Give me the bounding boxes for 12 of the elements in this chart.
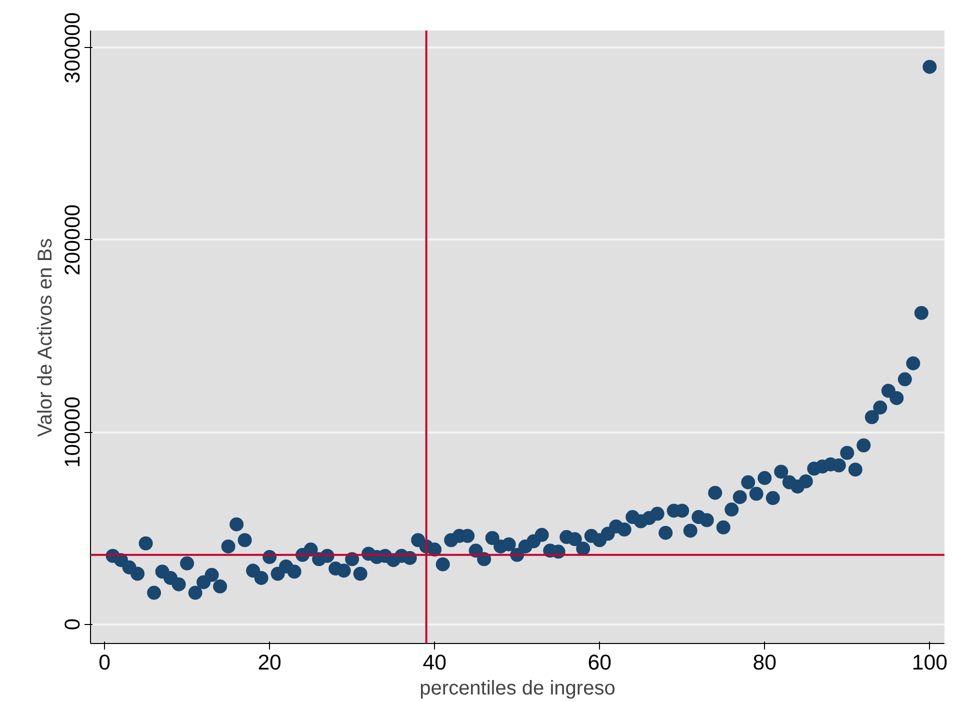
- x-tick-label: 0: [98, 650, 111, 674]
- x-tick-label: 40: [422, 650, 447, 674]
- x-tick-label: 80: [752, 650, 777, 674]
- x-tick-label: 20: [258, 650, 282, 674]
- y-tick-label: 200000: [60, 204, 84, 276]
- y-axis-title: Valor de Activos en Bs: [34, 238, 56, 437]
- x-axis-title: percentiles de ingreso: [420, 678, 616, 700]
- y-tick-label: 0: [60, 618, 84, 630]
- y-tick-label: 300000: [60, 12, 84, 84]
- y-tick-label: 100000: [60, 396, 84, 468]
- x-tick-label: 100: [912, 650, 948, 674]
- x-tick-label: 60: [588, 650, 612, 674]
